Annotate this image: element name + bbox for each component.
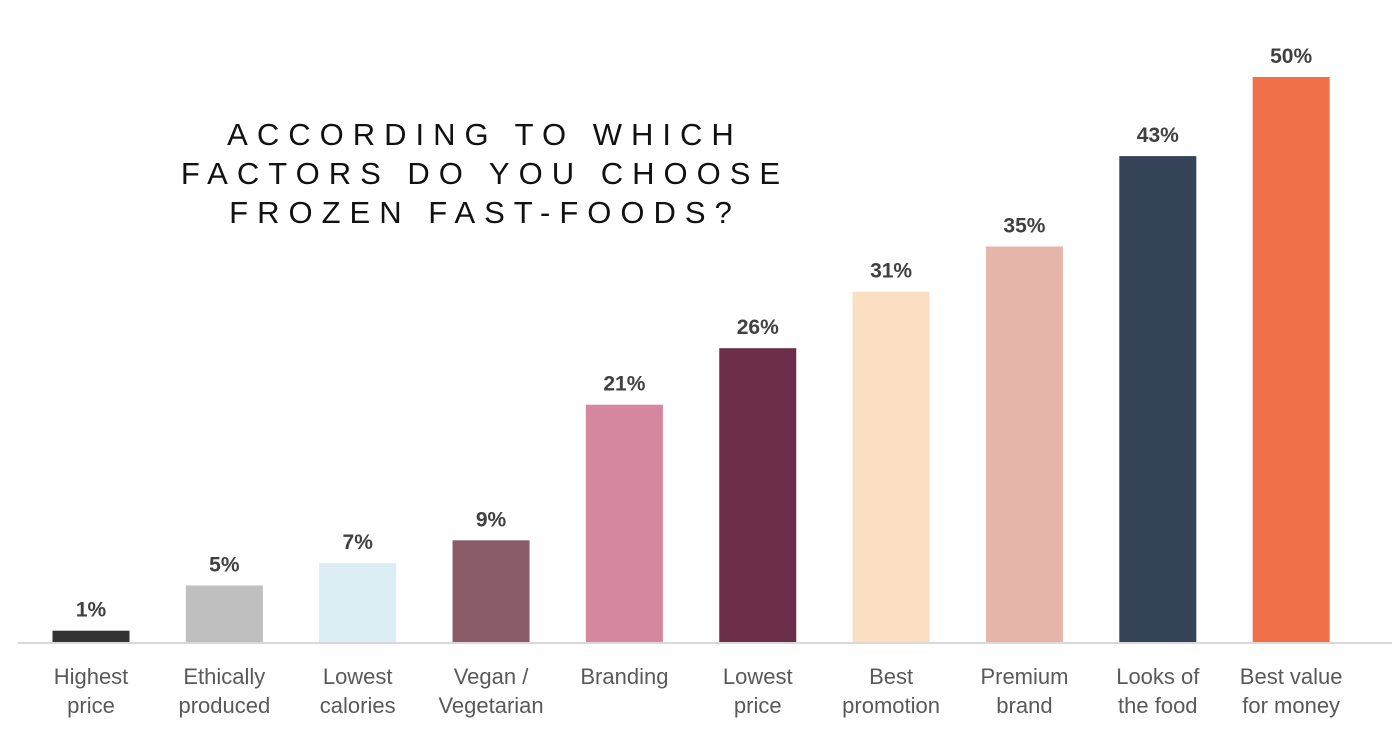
bar [985,246,1063,642]
category-label: price [67,693,115,718]
chart-title: ACCORDING TO WHICH FACTORS DO YOU CHOOSE… [120,115,850,232]
category-label: Looks of [1116,664,1200,689]
category-label: Ethically [183,664,265,689]
data-label: 7% [343,531,374,554]
bar [52,630,130,642]
bar [852,291,930,642]
data-label: 43% [1137,124,1179,147]
category-label: brand [996,693,1052,718]
category-label: for money [1242,693,1340,718]
category-label: Premium [980,664,1068,689]
category-label: produced [178,693,270,718]
category-label: the food [1118,693,1198,718]
category-label: Branding [580,664,668,689]
title-line: FACTORS DO YOU CHOOSE [180,156,790,191]
category-label: Vegan / [454,664,530,689]
bar [319,562,397,642]
bar [452,540,530,642]
title-line: FROZEN FAST-FOODS? [229,195,741,230]
data-label: 31% [870,260,912,283]
category-label: price [734,693,782,718]
data-label: 1% [76,599,107,622]
category-label: Lowest [723,664,793,689]
category-label: calories [320,693,396,718]
category-label: Lowest [323,664,393,689]
category-label: promotion [842,693,940,718]
category-label: Highest [54,664,129,689]
bar [185,585,263,642]
data-label: 5% [209,554,240,577]
category-label: Vegetarian [438,693,543,718]
data-label: 26% [737,316,779,339]
title-line: ACCORDING TO WHICH [227,117,743,152]
data-label: 50% [1270,45,1312,68]
bar [585,404,663,642]
category-label: Best value [1240,664,1343,689]
bar [719,348,797,642]
data-label: 35% [1003,215,1045,238]
bar [1119,156,1197,642]
category-label: Best [869,664,913,689]
data-label: 21% [603,373,645,396]
data-label: 9% [476,508,507,531]
bar [1252,77,1330,642]
